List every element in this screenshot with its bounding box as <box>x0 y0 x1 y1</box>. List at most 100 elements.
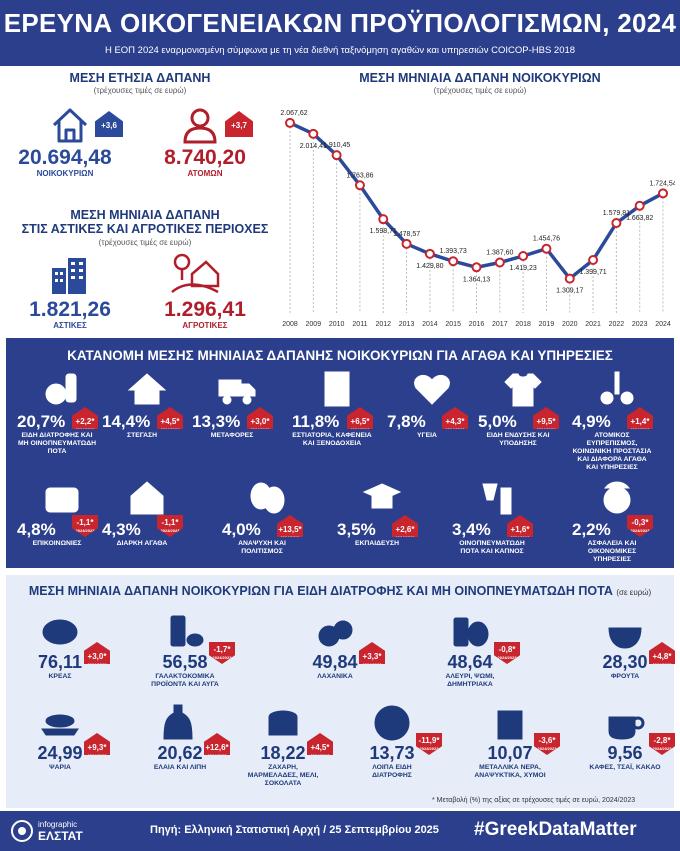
city-icon <box>52 258 86 294</box>
chart-subtitle: (τρέχουσες τιμές σε ευρώ) <box>433 86 527 95</box>
badge-value: +9,3* <box>87 743 107 752</box>
data-label: 1.393,73 <box>440 248 467 255</box>
food-item: 10,07 ΜΕΤΑΛΛΙΚΑ ΝΕΡΑ, ΑΝΑΨΥΚΤΙΚΑ, ΧΥΜΟΙ <box>470 703 550 780</box>
category-icon-wrap <box>102 370 192 412</box>
category-change-badge: +13,5*2024/2023 <box>277 515 303 537</box>
data-label: 1.419,23 <box>510 265 537 272</box>
category-label: ΕΚΠΑΙΔΕΥΣΗ <box>354 540 400 547</box>
category-item: 4,0% ΑΝΑΨΥΧΗ ΚΑΙ ΠΟΛΙΤΙΣΜΟΣ <box>222 478 312 556</box>
data-label: 1.579,81 <box>603 210 630 217</box>
data-label: 1.763,86 <box>346 172 373 179</box>
rural-label: ΑΓΡΟΤΙΚΕΣ <box>182 321 228 330</box>
header: ΕΡΕΥΝΑ ΟΙΚΟΓΕΝΕΙΑΚΩΝ ΠΡΟΫΠΟΛΟΓΙΣΜΩΝ, 202… <box>0 0 680 66</box>
badge-period: 2024/2023 <box>533 427 559 429</box>
category-change-badge: -1,1* 2024/2023 <box>72 515 98 537</box>
annual-subtitle: (τρέχουσες τιμές σε ευρώ) <box>93 86 187 95</box>
food-change-badge: +9,3*2024/2023 <box>84 733 110 755</box>
badge-value: -1,1* <box>161 518 179 527</box>
category-label: ΕΠΙΚΟΙΝΩΝΙΕΣ <box>32 540 82 547</box>
category-item: 3,4% ΟΙΝΟΠΝΕΥΜΑΤΩΔΗ ΠΟΤΑ ΚΑΙ ΚΑΠΝΟΣ <box>452 478 542 556</box>
food-item: 18,22 ΖΑΧΑΡΗ, ΜΑΡΜΕΛΑΔΕΣ, ΜΕΛΙ, ΣΟΚΟΛΑΤΑ <box>243 703 323 788</box>
category-percent: 4,8% <box>17 520 56 539</box>
category-item: 20,7% ΕΙΔΗ ΔΙΑΤΡΟΦΗΣ ΚΑΙ ΜΗ ΟΙΝΟΠΝΕΥΜΑΤΩΔ… <box>17 370 107 456</box>
elstat-logo-icon <box>11 820 33 842</box>
data-point <box>611 218 622 229</box>
data-point <box>424 248 435 259</box>
data-label: 2.067,62 <box>280 110 307 117</box>
category-item: 2,2% ΑΣΦΑΛΕΙΑ ΚΑΙ ΟΙΚΟΝΟΜΙΚΕΣ ΥΠΗΡΕΣΙΕΣ <box>572 478 662 564</box>
data-label: 1.454,76 <box>533 236 560 243</box>
food-item: 13,73 ΛΟΙΠΑ ΕΙΔΗ ΔΙΑΤΡΟΦΗΣ <box>352 703 432 780</box>
badge-value: -2,8* <box>653 736 671 745</box>
food-icon-wrap <box>470 703 550 743</box>
data-label: 1.399,71 <box>579 269 606 276</box>
coffee-icon <box>608 716 645 740</box>
x-tick-label: 2017 <box>492 321 508 328</box>
food-label: ΕΛΑΙΑ ΚΑΙ ΛΙΠΗ <box>153 764 207 771</box>
food-item: 49,84 ΛΑΧΑΝΙΚΑ <box>295 612 375 681</box>
truck-icon <box>218 379 256 405</box>
x-tick-label: 2009 <box>306 321 322 328</box>
category-change-badge: +1,4*2024/2023 <box>627 407 653 429</box>
category-icon-wrap <box>478 370 568 412</box>
badge-value: +12,6* <box>205 743 229 752</box>
footer: infographic ΕΛΣΤΑΤ Πηγή: Ελληνική Στατισ… <box>0 811 680 851</box>
food-item: 28,30 ΦΡΟΥΤΑ <box>585 612 665 681</box>
category-percent: 3,4% <box>452 520 491 539</box>
person-label: ΑΤΟΜΩΝ <box>187 169 223 178</box>
logo-top-text: infographic <box>38 820 78 829</box>
urban-value: 1.821,26 <box>29 298 111 321</box>
food-label: ΦΡΟΥΤΑ <box>610 673 640 680</box>
category-icon-wrap <box>387 370 477 412</box>
food-label: ΨΑΡΙΑ <box>49 764 71 771</box>
category-percent: 2,2% <box>572 520 611 539</box>
data-point <box>518 251 529 262</box>
urban-label: ΑΣΤΙΚΕΣ <box>53 321 87 330</box>
categories-title: ΚΑΤΑΝΟΜΗ ΜΕΣΗΣ ΜΗΝΙΑΙΑΣ ΔΑΠΑΝΗΣ ΝΟΙΚΟΚΥΡ… <box>67 348 613 363</box>
badge-period: 2024/2023 <box>359 662 385 664</box>
category-change-badge: -0,3* 2024/2023 <box>627 515 653 537</box>
category-icon-wrap <box>572 478 662 520</box>
category-change-badge: +2,6*2024/2023 <box>392 515 418 537</box>
food-item: 20,62 ΕΛΑΙΑ ΚΑΙ ΛΙΠΗ <box>140 703 220 772</box>
food-icon-wrap <box>140 703 220 743</box>
category-percent: 4,9% <box>572 412 611 431</box>
data-point <box>354 180 365 191</box>
category-item: 14,4% ΣΤΕΓΑΣΗ <box>102 370 192 440</box>
food-icon-wrap <box>20 612 100 652</box>
data-point <box>564 273 575 284</box>
data-label: 1.387,60 <box>486 249 513 256</box>
category-label: ΣΤΕΓΑΣΗ <box>126 432 157 439</box>
farm-icon <box>171 253 220 294</box>
food-icon-wrap <box>20 703 100 743</box>
food-item: 76,11 ΚΡΕΑΣ <box>20 612 100 681</box>
hotel-icon <box>324 371 350 407</box>
x-tick-label: 2022 <box>609 321 625 328</box>
badge-value: +9,5* <box>536 417 556 426</box>
food-label: ΛΟΙΠΑ ΕΙΔΗ ΔΙΑΤΡΟΦΗΣ <box>372 764 412 779</box>
category-item: 11,8% ΕΣΤΙΑΤΟΡΙΑ, ΚΑΦΕΝΕΙΑ ΚΑΙ ΞΕΝΟΔΟΧΕΙΑ <box>292 370 382 448</box>
category-item: 7,8% ΥΓΕΙΑ <box>387 370 477 440</box>
badge-value: -11,9* <box>418 736 440 745</box>
x-tick-label: 2020 <box>562 321 578 328</box>
data-point <box>541 243 552 254</box>
x-tick-label: 2011 <box>352 321 367 328</box>
category-percent: 13,3% <box>192 412 241 431</box>
x-tick-label: 2010 <box>329 321 345 328</box>
data-point <box>401 238 412 249</box>
food-value: 13,73 <box>369 743 415 763</box>
food-change-badge: +4,5*2024/2023 <box>307 733 333 755</box>
badge-period: 2024/2023 <box>75 528 95 533</box>
food-value: 20,62 <box>157 743 203 763</box>
category-label: ΜΕΤΑΦΟΡΕΣ <box>210 432 254 439</box>
household-annual-value: 20.694,48 <box>18 146 112 169</box>
hashtag[interactable]: #GreekDataMatter <box>474 819 637 840</box>
badge-period: 2024/2023 <box>204 753 230 755</box>
food-change-badge: -2,8* 2024/2023 <box>649 733 675 755</box>
source-text: Πηγή: Ελληνική Στατιστική Αρχή / 25 Σεπτ… <box>150 824 439 836</box>
data-point <box>331 150 342 161</box>
badge-value: +2,6* <box>395 525 415 534</box>
logo-bottom-text: ΕΛΣΤΑΤ <box>38 829 83 843</box>
category-icon-wrap <box>192 370 282 412</box>
x-tick-label: 2018 <box>515 321 531 328</box>
